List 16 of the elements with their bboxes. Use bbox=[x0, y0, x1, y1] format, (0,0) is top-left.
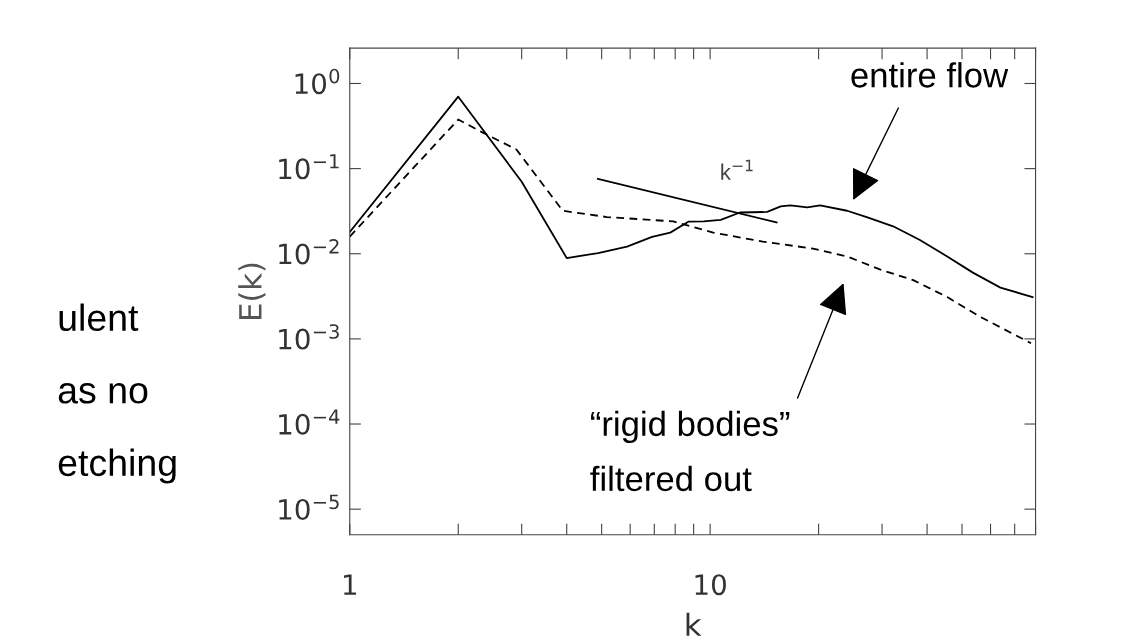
text: ulent bbox=[59, 303, 139, 332]
y-axis-title: E(k) bbox=[238, 263, 266, 319]
y-tick-label: 10$^{−1}$ bbox=[279, 154, 339, 180]
text: etching bbox=[58, 448, 176, 484]
x-tick-label: 1 bbox=[343, 574, 357, 595]
y-tick-label: 10$^{−2}$ bbox=[279, 239, 339, 265]
annotation: k$^{−1}$ bbox=[721, 159, 753, 180]
y-tick-label: 10$^{−5}$ bbox=[279, 494, 339, 520]
annotation: entire flow bbox=[851, 62, 1009, 88]
y-tick-label: 10$^{0}$ bbox=[295, 68, 340, 95]
x-axis-title: k bbox=[686, 612, 702, 636]
x-tick-label: 10 bbox=[695, 574, 726, 596]
annotation: “rigid bodies” filtered out bbox=[590, 410, 790, 492]
y-tick-label: 10$^{−4}$ bbox=[279, 409, 340, 435]
y-tick-label: 10$^{−3}$ bbox=[279, 324, 339, 350]
text: as no bbox=[58, 383, 148, 404]
